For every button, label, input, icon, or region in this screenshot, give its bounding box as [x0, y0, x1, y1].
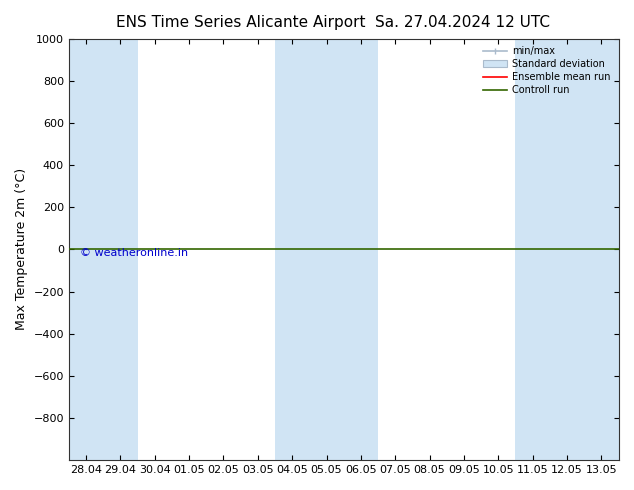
Bar	[275, 39, 309, 460]
Bar	[344, 39, 378, 460]
Bar	[103, 39, 138, 460]
Bar	[309, 39, 344, 460]
Bar	[69, 39, 103, 460]
Bar	[584, 39, 619, 460]
Text: Sa. 27.04.2024 12 UTC: Sa. 27.04.2024 12 UTC	[375, 15, 550, 30]
Legend: min/max, Standard deviation, Ensemble mean run, Controll run: min/max, Standard deviation, Ensemble me…	[480, 44, 614, 98]
Bar	[550, 39, 584, 460]
Y-axis label: Max Temperature 2m (°C): Max Temperature 2m (°C)	[15, 168, 28, 330]
Bar	[515, 39, 550, 460]
Text: © weatheronline.in: © weatheronline.in	[80, 248, 188, 258]
Text: ENS Time Series Alicante Airport: ENS Time Series Alicante Airport	[116, 15, 366, 30]
